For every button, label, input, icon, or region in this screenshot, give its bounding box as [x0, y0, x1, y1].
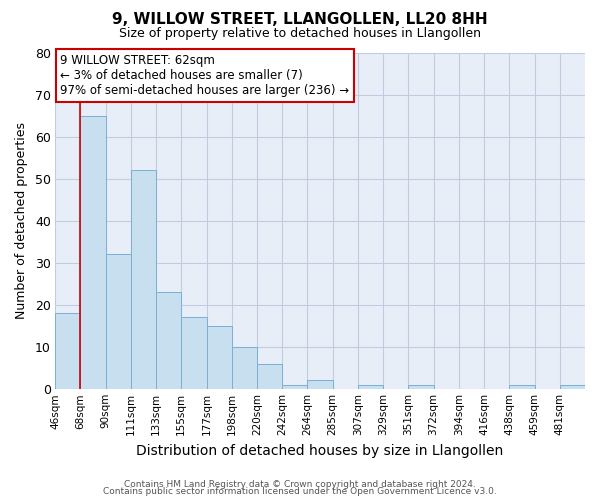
Bar	[206, 326, 232, 389]
Text: Contains public sector information licensed under the Open Government Licence v3: Contains public sector information licen…	[103, 487, 497, 496]
Bar	[181, 318, 206, 389]
Bar	[257, 364, 282, 389]
Text: 9, WILLOW STREET, LLANGOLLEN, LL20 8HH: 9, WILLOW STREET, LLANGOLLEN, LL20 8HH	[112, 12, 488, 28]
Bar	[80, 116, 106, 389]
Bar	[106, 254, 131, 389]
Bar	[409, 384, 434, 389]
Bar	[307, 380, 332, 389]
X-axis label: Distribution of detached houses by size in Llangollen: Distribution of detached houses by size …	[136, 444, 503, 458]
Text: 9 WILLOW STREET: 62sqm
← 3% of detached houses are smaller (7)
97% of semi-detac: 9 WILLOW STREET: 62sqm ← 3% of detached …	[61, 54, 350, 97]
Bar	[131, 170, 156, 389]
Bar	[358, 384, 383, 389]
Bar	[232, 347, 257, 389]
Text: Size of property relative to detached houses in Llangollen: Size of property relative to detached ho…	[119, 28, 481, 40]
Text: Contains HM Land Registry data © Crown copyright and database right 2024.: Contains HM Land Registry data © Crown c…	[124, 480, 476, 489]
Bar	[156, 292, 181, 389]
Bar	[55, 313, 80, 389]
Bar	[560, 384, 585, 389]
Bar	[509, 384, 535, 389]
Bar	[282, 384, 307, 389]
Y-axis label: Number of detached properties: Number of detached properties	[15, 122, 28, 319]
